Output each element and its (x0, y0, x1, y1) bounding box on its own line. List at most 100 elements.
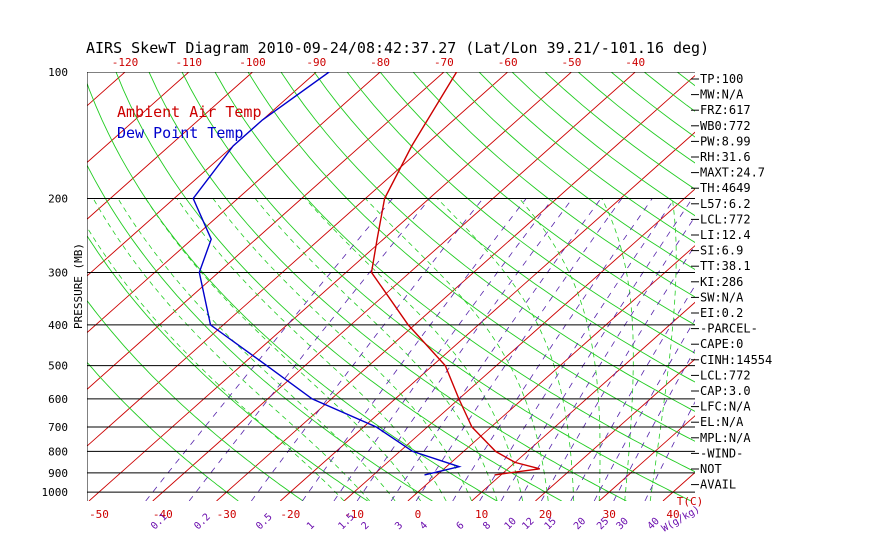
stability-index-text: RH:31.6 (700, 150, 751, 164)
legend-entry: Ambient Air Temp (117, 103, 262, 121)
stability-index-text: MW:N/A (700, 88, 744, 102)
moist-adiabat-line (365, 198, 549, 501)
dry-adiabat-line (379, 72, 695, 326)
dry-adiabat-line (346, 72, 695, 354)
mixing-ratio-line (644, 401, 695, 501)
moist-adiabat-line (117, 198, 396, 501)
bottom-tick-label: 20 (539, 508, 552, 521)
top-tick-label: -110 (176, 56, 203, 69)
mixing-ratio-line (145, 198, 393, 501)
mixing-ratio-line (540, 244, 695, 501)
moist-adiabat-line (176, 198, 447, 501)
stability-index-text: CAP:3.0 (700, 384, 751, 398)
dry-adiabat-line (181, 72, 692, 501)
moist-adiabat-line (254, 198, 498, 501)
stability-index-text: AVAIL (700, 478, 736, 492)
stability-index-text: CINH:14554 (700, 353, 772, 367)
top-tick-label: -60 (498, 56, 518, 69)
isotherm-line (87, 72, 190, 164)
dry-adiabat-line (412, 72, 695, 298)
dry-adiabat-line (87, 299, 304, 501)
pressure-level-label: 800 (48, 445, 68, 458)
dry-adiabat-lines (87, 72, 695, 501)
isotherm-line (471, 301, 695, 501)
mixing-ratio-line (251, 198, 484, 501)
dew-point-temp-line (192, 72, 462, 476)
mixing-ratio-line (613, 348, 695, 501)
stability-index-text: TT:38.1 (700, 259, 751, 273)
y-axis-label: PRESSURE (MB) (72, 243, 85, 329)
dry-adiabat-line (214, 72, 695, 473)
bottom-tick-label: -40 (153, 508, 173, 521)
sounding-series (192, 72, 540, 476)
top-tick-label: -70 (434, 56, 454, 69)
pressure-level-label: 200 (48, 192, 68, 205)
dry-adiabat-line (87, 164, 433, 501)
top-tick-label: -80 (370, 56, 390, 69)
stability-index-text: LCL:772 (700, 212, 751, 226)
pressure-level-label: 900 (48, 467, 68, 480)
isotherm-line (87, 72, 381, 334)
stability-index-text: KI:286 (700, 275, 743, 289)
dry-adiabat-line (87, 361, 239, 501)
dry-adiabat-line (247, 72, 695, 442)
isotherm-line (535, 358, 695, 501)
top-tick-label: -50 (562, 56, 582, 69)
mixing-ratio-line (479, 198, 675, 501)
mixing-ratio-line (570, 284, 695, 501)
mixing-ratio-line (593, 319, 695, 501)
bottom-tick-label: -20 (280, 508, 300, 521)
isotherm-line (88, 72, 572, 501)
dry-adiabat-line (445, 72, 695, 271)
stability-index-text: LFC:N/A (700, 400, 751, 414)
stability-index-text: FRZ:617 (700, 103, 751, 117)
bottom-tick-label: 10 (475, 508, 488, 521)
mixing-ratio-line (452, 198, 653, 501)
dry-adiabat-line (280, 72, 695, 412)
mixing-ratio-line (415, 198, 623, 501)
pressure-level-label: 300 (48, 266, 68, 279)
top-tick-label: -100 (239, 56, 266, 69)
pressure-level-label: 600 (48, 393, 68, 406)
mixing-ratio-line (301, 198, 527, 501)
top-tick-label: -90 (306, 56, 326, 69)
ambient-air-temp-line (370, 72, 540, 476)
mixing-ratio-lines (145, 198, 695, 501)
chart-title: AIRS SkewT Diagram 2010-09-24/08:42:37.2… (86, 39, 709, 57)
top-tick-label: -120 (112, 56, 139, 69)
dry-adiabat-line (313, 72, 695, 383)
stability-index-text: LI:12.4 (700, 228, 751, 242)
stability-index-text: SW:N/A (700, 290, 744, 304)
legend-entry: Dew Point Temp (117, 124, 243, 142)
top-temperature-ticks: -120 -110 -100 -90 -80 -70 -60 -50 -40 (112, 56, 645, 69)
chart-legend: Ambient Air Temp Dew Point Temp (117, 103, 262, 142)
isobar-lines (87, 72, 695, 501)
stability-index-text: CAPE:0 (700, 337, 743, 351)
bottom-tick-label: -10 (344, 508, 364, 521)
stability-index-text: PW:8.99 (700, 134, 751, 148)
isotherm-line (87, 72, 508, 447)
moist-adiabat-line (519, 198, 601, 501)
pressure-level-label: 500 (48, 360, 68, 373)
isotherm-line (407, 245, 695, 501)
stability-index-text: L57:6.2 (700, 197, 751, 211)
stability-index-text: TH:4649 (700, 181, 751, 195)
dry-adiabat-line (87, 81, 498, 501)
stability-index-text: EI:0.2 (700, 306, 743, 320)
pressure-level-label: 1000 (42, 486, 69, 499)
bottom-tick-label: 40 (666, 508, 679, 521)
pressure-level-label: 400 (48, 319, 68, 332)
top-tick-label: -40 (625, 56, 645, 69)
isotherm-line (598, 415, 695, 501)
pressure-level-labels: 100 200 300 400 500 600 700 800 900 1000 (42, 66, 69, 499)
bottom-tick-label: -30 (217, 508, 237, 521)
mixing-ratio-line (518, 215, 695, 501)
isotherm-line (87, 72, 253, 220)
stability-index-text: NOT (700, 462, 722, 476)
stability-index-text: SI:6.9 (700, 244, 743, 258)
stability-index-text: LCL:772 (700, 368, 751, 382)
pressure-level-label: 700 (48, 421, 68, 434)
